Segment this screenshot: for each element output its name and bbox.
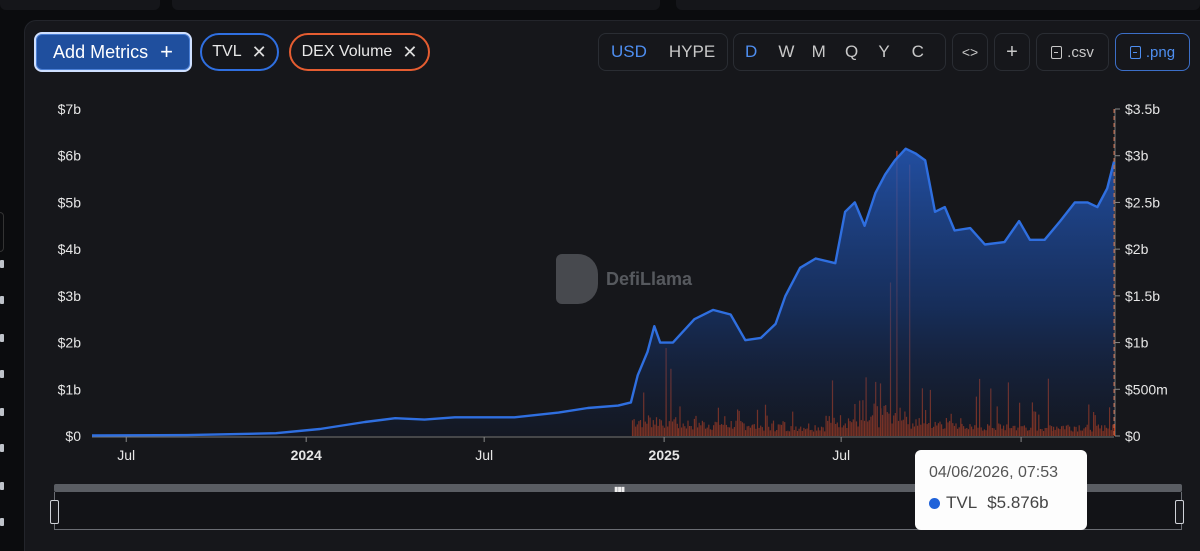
y-right-tick-label: $500m <box>1125 381 1168 397</box>
top-strip <box>0 0 1200 12</box>
defillama-watermark: DefiLlama <box>556 254 692 304</box>
tooltip-series-name: TVL <box>946 493 978 512</box>
file-icon <box>1051 45 1063 59</box>
plus-icon: + <box>160 39 173 64</box>
y-left-tick-label: $7b <box>58 101 82 117</box>
slider-handle-right[interactable] <box>1175 500 1184 524</box>
y-left-tick-label: $2b <box>58 335 82 351</box>
download-csv-button[interactable]: .csv <box>1036 33 1109 71</box>
tooltip-series-dot <box>929 497 940 509</box>
currency-toggle: USD HYPE <box>598 33 728 71</box>
y-left-tick-label: $0 <box>65 428 81 444</box>
x-tick-label: 2025 <box>649 447 680 463</box>
y-axis-left: $0 $1b $2b $3b $4b $5b $6b $7b <box>58 101 82 444</box>
slider-rail[interactable] <box>54 484 1182 492</box>
metric-chip-label: DEX Volume <box>301 43 393 60</box>
currency-option-hype[interactable]: HYPE <box>668 42 716 61</box>
left-edge-strip <box>0 12 22 551</box>
tvl-area <box>92 148 1114 436</box>
llama-logo-icon <box>556 254 598 304</box>
y-right-tick-label: $1b <box>1125 335 1149 351</box>
x-tick-label: Jul <box>117 447 135 463</box>
file-icon <box>1129 45 1141 59</box>
plus-icon: + <box>1006 40 1018 63</box>
tooltip-date: 04/06/2026, 07:53 <box>929 464 1059 481</box>
currency-option-usd[interactable]: USD <box>611 42 647 61</box>
chart-tooltip: 04/06/2026, 07:53 TVL $5.876b <box>915 450 1087 530</box>
y-left-tick-label: $6b <box>58 148 82 164</box>
period-option-w[interactable]: W <box>778 42 795 61</box>
tooltip-value: $5.876b <box>987 493 1049 512</box>
y-left-tick-label: $5b <box>58 194 82 210</box>
y-axis-right: $0 $500m $1b $1.5b $2b $2.5b $3b $3.5b <box>1114 101 1168 444</box>
y-right-tick-label: $3.5b <box>1125 101 1160 117</box>
x-tick-label: 2024 <box>291 447 322 463</box>
metric-chip-dex-volume[interactable]: DEX Volume ✕ <box>289 33 430 71</box>
x-axis: Jul 2024 Jul 2025 Jul <box>92 436 1114 463</box>
period-option-m[interactable]: M <box>811 42 826 61</box>
tvl-line <box>91 147 1116 437</box>
metric-chip-tvl[interactable]: TVL ✕ <box>200 33 279 71</box>
x-tick-label: Jul <box>832 447 850 463</box>
png-label: .png <box>1145 43 1176 61</box>
add-metrics-button[interactable]: Add Metrics + <box>34 32 192 72</box>
y-right-tick-label: $1.5b <box>1125 288 1160 304</box>
close-icon[interactable]: ✕ <box>402 42 418 62</box>
period-option-y[interactable]: Y <box>878 42 890 61</box>
watermark-text: DefiLlama <box>606 268 693 289</box>
period-toggle: D W M Q Y C <box>733 33 946 71</box>
y-left-tick-label: $1b <box>58 381 82 397</box>
period-option-d[interactable]: D <box>745 42 758 61</box>
add-metrics-label: Add Metrics <box>53 41 149 62</box>
add-chart-button[interactable]: + <box>994 33 1030 71</box>
embed-code-button[interactable]: <> <box>952 33 988 71</box>
dex-volume-bar <box>1113 424 1115 436</box>
y-right-tick-label: $3b <box>1125 148 1149 164</box>
code-icon: <> <box>961 44 979 60</box>
y-left-tick-label: $3b <box>58 288 82 304</box>
slider-grip-icon[interactable]: ▮▮▮ <box>614 485 625 494</box>
period-option-q[interactable]: Q <box>844 42 859 61</box>
y-right-tick-label: $0 <box>1125 428 1141 444</box>
close-icon[interactable]: ✕ <box>251 42 267 62</box>
download-png-button[interactable]: .png <box>1115 33 1190 71</box>
y-left-tick-label: $4b <box>58 241 82 257</box>
y-right-tick-label: $2.5b <box>1125 194 1160 210</box>
csv-label: .csv <box>1067 43 1094 61</box>
metric-chip-label: TVL <box>212 43 242 60</box>
x-tick-label: Jul <box>475 447 493 463</box>
y-right-tick-label: $2b <box>1125 241 1149 257</box>
period-option-c[interactable]: C <box>911 42 924 61</box>
slider-handle-left[interactable] <box>50 500 59 524</box>
